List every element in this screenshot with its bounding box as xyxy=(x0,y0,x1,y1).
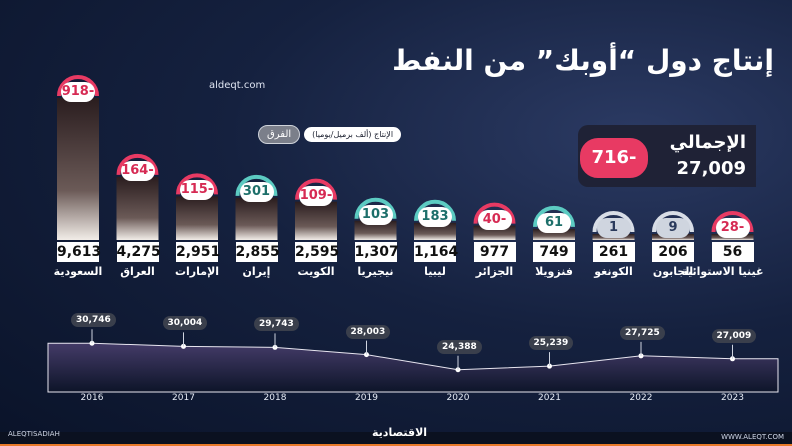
timeline-value-6: 27,725 xyxy=(620,325,665,340)
diff-ring-7 xyxy=(473,202,516,224)
diff-ring-8 xyxy=(533,206,575,228)
bar-4 xyxy=(295,201,337,240)
bar-value-2: 2,951 xyxy=(176,242,221,262)
timeline-value-7: 27,009 xyxy=(711,328,757,343)
timeline-value-1: 30,004 xyxy=(162,316,208,331)
footer-brand: الاقتصادية xyxy=(372,426,428,439)
site-label: aldeqt.com xyxy=(209,80,266,91)
bar-8 xyxy=(533,228,575,240)
legend: الفرق الإنتاج (ألف برميل/يوميا) xyxy=(258,125,402,144)
diff-ring-0 xyxy=(57,75,99,97)
diff-badge-8: 61 xyxy=(537,212,571,233)
timeline-value-4: 24,388 xyxy=(437,339,482,354)
total-diff-badge: 716- xyxy=(580,138,648,178)
diff-ring-4 xyxy=(295,178,337,200)
bar-value-8: 749 xyxy=(533,242,575,262)
timeline-area xyxy=(47,342,779,393)
bar-category-10: الجابون xyxy=(652,265,694,278)
diff-badge-4: 109- xyxy=(299,185,333,206)
legend-production: الإنتاج (ألف برميل/يوميا) xyxy=(304,127,402,142)
diff-ring-10 xyxy=(652,211,694,233)
bar-2 xyxy=(176,196,218,240)
timeline-year-3: 2019 xyxy=(355,393,378,403)
diff-ring-1 xyxy=(116,153,159,175)
diff-ring-9 xyxy=(592,211,635,233)
diff-badge-1: 164- xyxy=(120,160,155,181)
bar-value-1: 4,275 xyxy=(116,242,161,262)
bar-category-2: الإمارات xyxy=(174,265,220,278)
bar-3 xyxy=(235,197,278,240)
bar-value-5: 1,307 xyxy=(354,242,399,262)
footer-bar xyxy=(0,432,792,446)
footer-site: WWW.ALEQT.COM xyxy=(721,433,784,441)
bar-category-6: ليبيا xyxy=(424,265,446,278)
bar-5 xyxy=(354,220,397,240)
timeline-year-2: 2018 xyxy=(263,393,287,403)
timeline-year-4: 2020 xyxy=(446,393,470,403)
timeline-value-3: 28,003 xyxy=(345,324,391,339)
bar-value-10: 206 xyxy=(652,242,694,262)
diff-ring-3 xyxy=(235,174,278,196)
timeline-year-6: 2022 xyxy=(629,393,653,403)
diff-badge-10: 9 xyxy=(656,218,690,238)
bar-category-5: نيجيريا xyxy=(357,265,394,278)
bar-value-3: 2,855 xyxy=(235,242,280,262)
timeline-value-0: 30,746 xyxy=(71,313,116,328)
diff-badge-6: 183 xyxy=(418,206,452,227)
diff-badge-9: 1 xyxy=(596,218,631,238)
footer-social: ALEQTISADIAH xyxy=(8,430,60,438)
bar-category-11: غينيا الاستوائية xyxy=(681,265,764,278)
bar-category-4: الكويت xyxy=(297,265,335,278)
diff-badge-5: 103 xyxy=(358,204,393,225)
diff-ring-5 xyxy=(354,197,397,219)
total-value: 27,009 xyxy=(676,158,746,179)
total-label: الإجمالي xyxy=(669,132,746,153)
bar-category-7: الجزائر xyxy=(475,265,514,278)
diff-badge-11: 28- xyxy=(715,218,750,238)
footer-accent-line xyxy=(0,444,792,446)
diff-ring-6 xyxy=(414,199,456,221)
bar-value-0: 9,613 xyxy=(57,242,102,262)
timeline-value-5: 25,239 xyxy=(528,336,574,351)
diff-badge-0: 918- xyxy=(61,82,95,102)
bar-value-11: 56 xyxy=(711,242,754,262)
bar-category-3: إيران xyxy=(242,265,271,278)
bar-1 xyxy=(116,176,159,240)
timeline-year-1: 2017 xyxy=(172,393,195,403)
timeline-year-0: 2016 xyxy=(80,393,104,403)
bar-value-4: 2,595 xyxy=(295,242,340,262)
timeline-year-7: 2023 xyxy=(721,393,744,403)
diff-badge-3: 301 xyxy=(239,181,274,202)
page-title: إنتاج دول “أوبك” من النفط xyxy=(392,44,774,77)
bar-category-8: فنزويلا xyxy=(535,265,573,278)
timeline-value-2: 29,743 xyxy=(254,317,299,332)
bar-0 xyxy=(57,98,99,240)
bar-value-7: 977 xyxy=(473,242,516,262)
timeline-year-5: 2021 xyxy=(538,393,561,403)
bar-value-9: 261 xyxy=(592,242,635,262)
diff-ring-11 xyxy=(711,211,754,233)
diff-ring-2 xyxy=(176,173,218,195)
bar-category-0: السعودية xyxy=(53,265,103,278)
bar-value-6: 1,164 xyxy=(414,242,459,262)
diff-badge-7: 40- xyxy=(477,209,512,230)
bar-category-9: الكونغو xyxy=(594,265,633,278)
bar-6 xyxy=(414,222,456,240)
diff-badge-2: 115- xyxy=(180,180,214,201)
legend-diff: الفرق xyxy=(258,125,301,144)
bar-category-1: العراق xyxy=(120,265,155,278)
